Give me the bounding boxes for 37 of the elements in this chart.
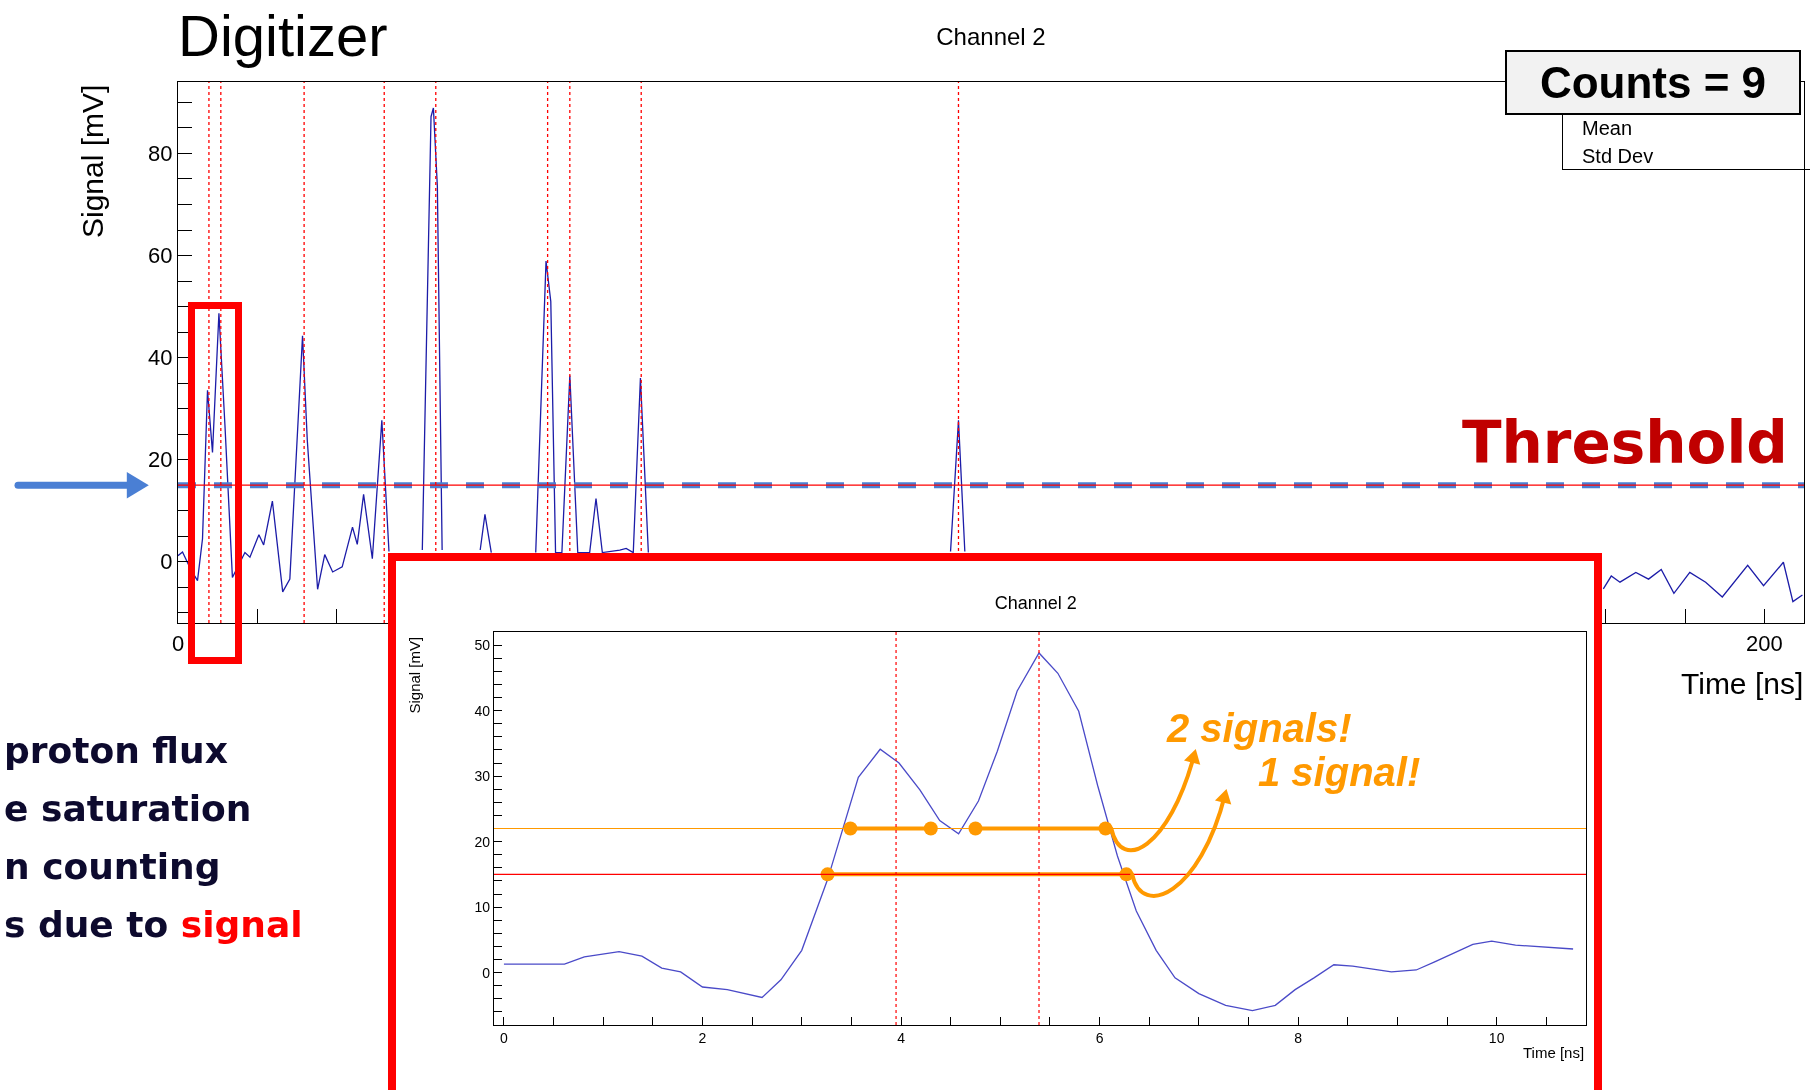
y-tick-label: 40 xyxy=(147,345,173,371)
annotation: 1 signal! xyxy=(1258,750,1421,794)
chart-title: Channel 2 xyxy=(936,23,1046,51)
y-tick-label: 50 xyxy=(474,637,491,653)
annotation: 2 signals! xyxy=(1166,706,1352,750)
text: Digitizer xyxy=(178,3,388,68)
annotation: Std Dev xyxy=(1582,145,1654,167)
y-tick-label: 0 xyxy=(482,964,491,981)
y-tick-label: 60 xyxy=(147,243,173,269)
y-tick-label: 20 xyxy=(147,447,173,473)
y-tick-label: 40 xyxy=(474,702,491,719)
ref-line-label: Threshold xyxy=(1462,409,1788,477)
x-tick-label: 8 xyxy=(1294,1030,1303,1046)
x-tick-label: 2 xyxy=(698,1030,707,1046)
line-series xyxy=(503,652,1574,1012)
x-tick-label: 200 xyxy=(1745,630,1783,656)
y-tick-label: 10 xyxy=(474,899,491,915)
x-tick-label: 0 xyxy=(500,1030,509,1046)
y-tick-label: 30 xyxy=(474,768,491,784)
text: e saturation xyxy=(4,788,252,829)
annotation: Counts = 9 xyxy=(1539,58,1767,107)
annotation: Mean xyxy=(1582,117,1633,139)
x-axis-title: Time [ns] xyxy=(1681,667,1804,700)
text: signal xyxy=(180,904,303,945)
y-axis-title: Signal [mV] xyxy=(76,84,109,238)
y-tick-label: 0 xyxy=(160,549,173,575)
y-tick-label: 80 xyxy=(147,141,173,167)
text: proton flux xyxy=(4,730,228,771)
x-axis-title: Time [ns] xyxy=(1523,1044,1585,1061)
x-tick-label: 6 xyxy=(1095,1030,1104,1046)
text: s due to xyxy=(4,904,169,945)
text: n counting xyxy=(4,846,221,887)
x-tick-label: 4 xyxy=(897,1030,906,1046)
y-axis-title: Signal [mV] xyxy=(405,636,423,714)
y-tick-label: 20 xyxy=(474,833,491,850)
chart-title: Channel 2 xyxy=(994,593,1077,614)
x-tick-label: 10 xyxy=(1488,1030,1505,1046)
